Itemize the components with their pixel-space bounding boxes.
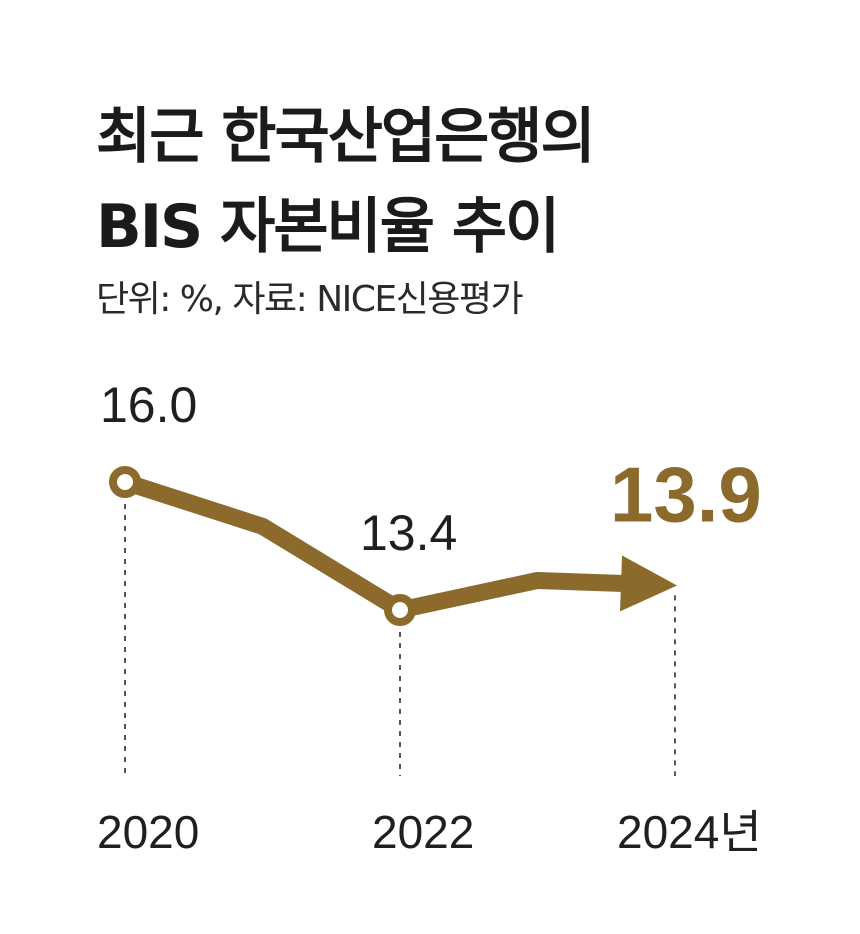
chart-title-line-1: 최근 한국산업은행의 — [96, 102, 596, 172]
data-point-2022 — [384, 594, 416, 626]
chart-subtitle: 단위: %, 자료: NICE신용평가 — [96, 279, 524, 320]
chart-title-line-2: BIS 자본비율 추이 — [96, 192, 560, 262]
chart-title: 최근 한국산업은행의 BIS 자본비율 추이 — [96, 92, 596, 272]
data-label-2024: 13.9 — [610, 450, 762, 538]
data-point-2020 — [109, 466, 141, 498]
data-label-2020: 16.0 — [100, 377, 197, 433]
x-tick-label-2022: 2022 — [372, 806, 474, 858]
x-unit-label: 년 — [719, 805, 761, 859]
data-label-2022: 13.4 — [360, 505, 457, 561]
x-tick-label-2020: 2020 — [97, 806, 199, 858]
series-arrowhead — [620, 555, 677, 612]
x-tick-label-2024: 2024년 — [617, 805, 762, 859]
